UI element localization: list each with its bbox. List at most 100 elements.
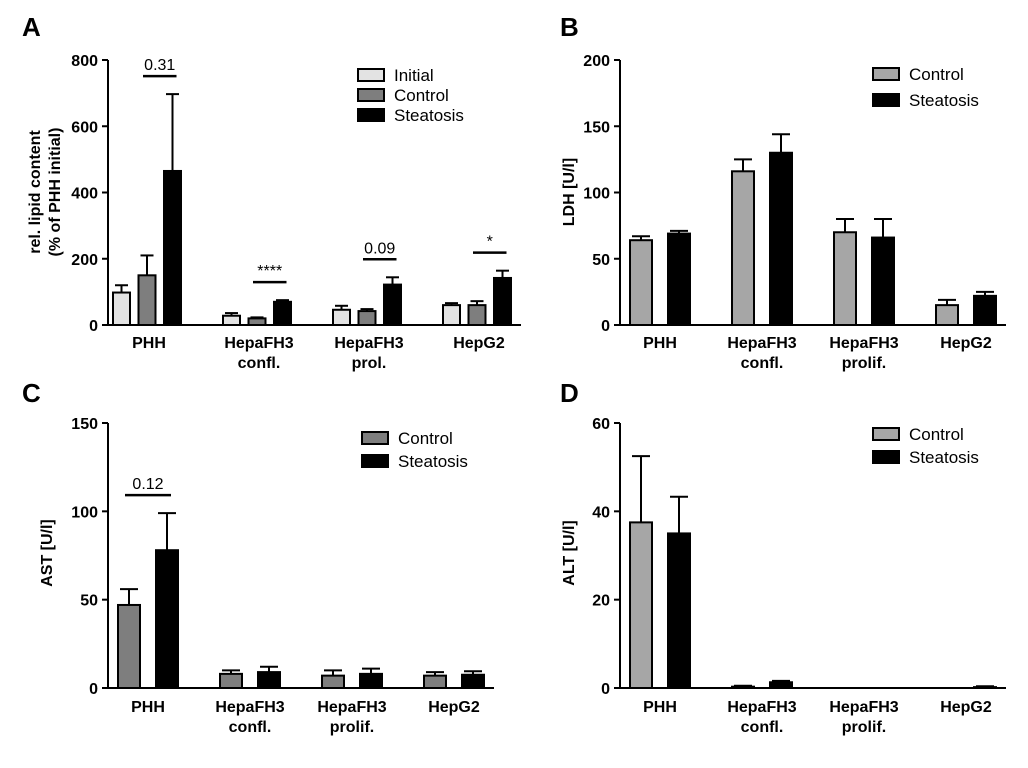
bar-initial-3 [442, 304, 461, 326]
legend-swatch-control [361, 431, 389, 445]
panel-A: A 0 200 400 600 800 rel. lipid content (% of PH… [22, 12, 521, 372]
significance-label: 0.09 [364, 240, 395, 257]
x-category-label: prol. [352, 355, 387, 372]
x-category-label: HepG2 [940, 699, 992, 716]
y-axis-label: rel. lipid content [27, 130, 44, 254]
bar-steatosis-1 [273, 300, 292, 326]
legend-swatch-steatosis [872, 450, 900, 464]
x-category-label: PHH [643, 335, 677, 352]
y-tick-label: 150 [583, 119, 610, 136]
y-tick-label: 0 [601, 318, 610, 335]
x-category-label: PHH [132, 335, 166, 352]
bar-control-0 [629, 239, 653, 326]
bar-steatosis-2 [871, 236, 895, 326]
bar-control-2 [833, 231, 857, 326]
x-category-label: confl. [229, 719, 272, 736]
panel-letter-B: B [560, 12, 579, 42]
bar-steatosis-0 [163, 169, 182, 326]
panel-letter-D: D [560, 378, 579, 408]
bar-control-3 [423, 674, 447, 690]
bar-control-2 [321, 674, 345, 690]
legend-label-steatosis: Steatosis [909, 448, 979, 467]
x-category-label: HepG2 [940, 335, 992, 352]
significance-label: 0.12 [132, 476, 163, 493]
y-tick-label: 400 [71, 186, 98, 203]
legend-swatch-steatosis [357, 108, 385, 122]
y-tick-label: 100 [583, 186, 610, 203]
x-category-label: confl. [741, 355, 784, 372]
panel-letter-A: A [22, 12, 41, 42]
bar-steatosis-0 [155, 549, 179, 690]
x-category-label: prolif. [330, 719, 374, 736]
legend-label-initial: Initial [394, 66, 434, 85]
bar-control-3 [935, 304, 959, 326]
bar-control-1 [219, 672, 243, 689]
bar-initial-2 [332, 308, 351, 327]
y-tick-label: 0 [601, 681, 610, 698]
bar-steatosis-0 [667, 532, 691, 690]
bar-steatosis-3 [461, 673, 485, 689]
panel-B: B 0 50 100 150 200 LDH [U/l] PHH HepaFH3 confl. He… [560, 12, 1006, 372]
bar-control-1 [247, 317, 267, 326]
y-tick-label: 50 [592, 252, 610, 269]
x-category-label: HepG2 [453, 335, 505, 352]
bar-control-1 [731, 170, 755, 326]
y-tick-label: 60 [592, 416, 610, 433]
legend-label-control: Control [909, 65, 964, 84]
bar-initial-1 [222, 314, 241, 327]
y-tick-label: 40 [592, 504, 610, 521]
legend-swatch-control [872, 67, 900, 81]
legend-swatch-control [872, 427, 900, 441]
y-tick-label: 600 [71, 119, 98, 136]
y-tick-label: 200 [583, 53, 610, 70]
bar-control-3 [467, 304, 487, 326]
significance-label: 0.31 [144, 57, 175, 74]
x-category-label: HepaFH3 [727, 699, 796, 716]
x-category-label: HepaFH3 [317, 699, 386, 716]
x-category-label: confl. [238, 355, 281, 372]
y-axis-label: LDH [U/l] [561, 158, 578, 226]
x-category-label: prolif. [842, 355, 886, 372]
legend-swatch-steatosis [361, 454, 389, 468]
bar-steatosis-3 [493, 276, 512, 326]
bar-steatosis-1 [769, 151, 793, 326]
legend-swatch-control [357, 88, 385, 102]
legend-label-steatosis: Steatosis [398, 452, 468, 471]
bar-steatosis-3 [973, 686, 997, 689]
significance-label: **** [257, 263, 282, 280]
x-category-label: confl. [741, 719, 784, 736]
bar-steatosis-1 [257, 671, 281, 689]
bar-initial-0 [112, 291, 131, 327]
bar-steatosis-0 [667, 232, 691, 326]
y-tick-label: 200 [71, 252, 98, 269]
x-category-label: PHH [131, 699, 165, 716]
x-category-label: HepaFH3 [215, 699, 284, 716]
bar-control-0 [629, 521, 653, 689]
y-tick-label: 800 [71, 53, 98, 70]
bar-steatosis-2 [383, 283, 402, 326]
y-tick-label: 0 [89, 681, 98, 698]
legend-label-steatosis: Steatosis [909, 91, 979, 110]
x-category-label: HepaFH3 [334, 335, 403, 352]
bar-steatosis-2 [359, 672, 383, 689]
y-axis-label: (% of PHH initial) [47, 128, 64, 257]
y-tick-label: 100 [71, 504, 98, 521]
y-tick-label: 150 [71, 416, 98, 433]
bar-steatosis-3 [973, 294, 997, 327]
legend-label-control: Control [909, 425, 964, 444]
significance-label: * [487, 234, 493, 251]
x-category-label: HepaFH3 [224, 335, 293, 352]
y-tick-label: 20 [592, 593, 610, 610]
legend-swatch-steatosis [872, 93, 900, 107]
bar-steatosis-1 [769, 681, 793, 690]
legend-swatch-initial [357, 68, 385, 82]
x-category-label: prolif. [842, 719, 886, 736]
y-tick-label: 0 [89, 318, 98, 335]
bar-control-0 [117, 603, 141, 690]
x-category-label: PHH [643, 699, 677, 716]
panel-D: D 0 20 40 60 ALT [U/l] PHH HepaFH3 confl. HepaFH3… [560, 378, 1006, 736]
bar-control-1 [731, 685, 755, 689]
bar-control-2 [357, 310, 377, 326]
panel-letter-C: C [22, 378, 41, 408]
panel-C: C 0 50 100 150 AST [U/l] PHH HepaFH3 confl. HepaF… [22, 378, 494, 736]
